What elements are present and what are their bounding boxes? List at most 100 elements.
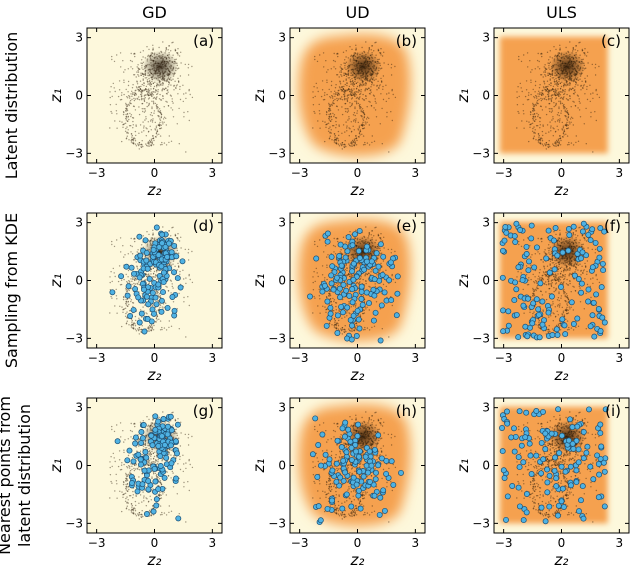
latent-point xyxy=(354,52,356,54)
latent-point xyxy=(563,130,566,133)
latent-point xyxy=(349,313,351,315)
latent-point xyxy=(558,59,560,62)
latent-point xyxy=(526,120,528,123)
latent-point xyxy=(368,235,370,237)
latent-point xyxy=(573,73,575,76)
latent-point xyxy=(541,143,544,145)
latent-point xyxy=(167,68,169,70)
latent-point xyxy=(158,80,161,82)
latent-point xyxy=(147,83,149,85)
latent-point xyxy=(558,106,560,108)
latent-point xyxy=(556,94,558,97)
latent-point xyxy=(557,129,559,131)
latent-point xyxy=(365,57,367,60)
latent-point xyxy=(160,67,162,69)
latent-point xyxy=(159,81,161,83)
latent-point xyxy=(581,87,584,89)
latent-point xyxy=(359,56,361,58)
latent-point xyxy=(536,101,538,103)
latent-point xyxy=(362,111,364,113)
latent-point xyxy=(336,238,338,240)
latent-point xyxy=(191,250,193,253)
latent-point xyxy=(160,57,162,59)
latent-point xyxy=(115,103,117,106)
latent-point xyxy=(157,62,160,64)
latent-point xyxy=(580,60,583,63)
latent-point xyxy=(362,320,365,322)
latent-point xyxy=(167,56,170,58)
latent-point xyxy=(575,78,577,80)
latent-point xyxy=(375,301,378,303)
latent-point xyxy=(162,84,164,86)
latent-point xyxy=(363,127,366,129)
latent-point xyxy=(348,303,350,305)
latent-point xyxy=(538,139,541,141)
latent-point xyxy=(571,75,573,78)
latent-point xyxy=(561,81,563,84)
latent-point xyxy=(336,52,339,55)
latent-point xyxy=(172,73,174,75)
latent-point xyxy=(357,71,359,73)
latent-point xyxy=(560,66,562,68)
latent-point xyxy=(552,88,554,90)
latent-point xyxy=(370,246,372,248)
latent-point xyxy=(525,80,528,82)
latent-point xyxy=(138,148,140,150)
latent-point xyxy=(576,60,578,62)
latent-point xyxy=(157,106,159,109)
latent-point xyxy=(125,298,127,301)
latent-point xyxy=(111,95,113,98)
latent-point xyxy=(142,56,144,58)
latent-point xyxy=(134,283,137,285)
latent-point xyxy=(130,133,133,135)
latent-point xyxy=(162,54,164,56)
latent-point xyxy=(573,101,575,103)
latent-point xyxy=(570,74,573,77)
latent-point xyxy=(155,106,158,108)
latent-point xyxy=(344,95,346,98)
sample-point xyxy=(151,310,157,317)
latent-point xyxy=(331,139,333,141)
latent-point xyxy=(533,108,535,110)
latent-point xyxy=(557,83,560,86)
latent-point xyxy=(125,115,128,118)
latent-point xyxy=(375,73,377,75)
latent-point xyxy=(151,326,153,328)
latent-point xyxy=(357,97,359,100)
latent-point xyxy=(539,84,541,86)
latent-point xyxy=(167,290,170,292)
latent-point xyxy=(152,100,155,103)
latent-point xyxy=(157,79,159,81)
latent-point xyxy=(362,73,364,76)
latent-point xyxy=(166,79,168,82)
y-axis-label: z₁ xyxy=(454,89,472,104)
latent-point xyxy=(141,99,143,101)
latent-point xyxy=(563,64,565,67)
latent-point xyxy=(551,67,553,70)
latent-point xyxy=(122,60,124,62)
latent-point xyxy=(577,72,579,74)
latent-point xyxy=(158,115,160,117)
latent-point xyxy=(346,267,348,269)
latent-point xyxy=(579,41,581,43)
sample-point xyxy=(336,253,343,259)
latent-point xyxy=(560,57,562,59)
sample-point xyxy=(356,325,363,332)
latent-point xyxy=(159,121,161,124)
latent-point xyxy=(153,139,155,142)
latent-point xyxy=(557,112,560,114)
latent-point xyxy=(372,66,374,68)
latent-point xyxy=(548,90,550,92)
latent-point xyxy=(367,71,369,74)
latent-point xyxy=(568,75,571,78)
latent-point xyxy=(125,88,127,91)
latent-point xyxy=(361,70,363,72)
latent-point xyxy=(565,108,568,110)
latent-point xyxy=(564,66,566,69)
latent-point xyxy=(377,234,380,237)
latent-point xyxy=(333,115,335,118)
latent-point xyxy=(377,80,379,83)
latent-point xyxy=(133,74,135,76)
latent-point xyxy=(149,327,151,329)
latent-point xyxy=(568,74,571,76)
